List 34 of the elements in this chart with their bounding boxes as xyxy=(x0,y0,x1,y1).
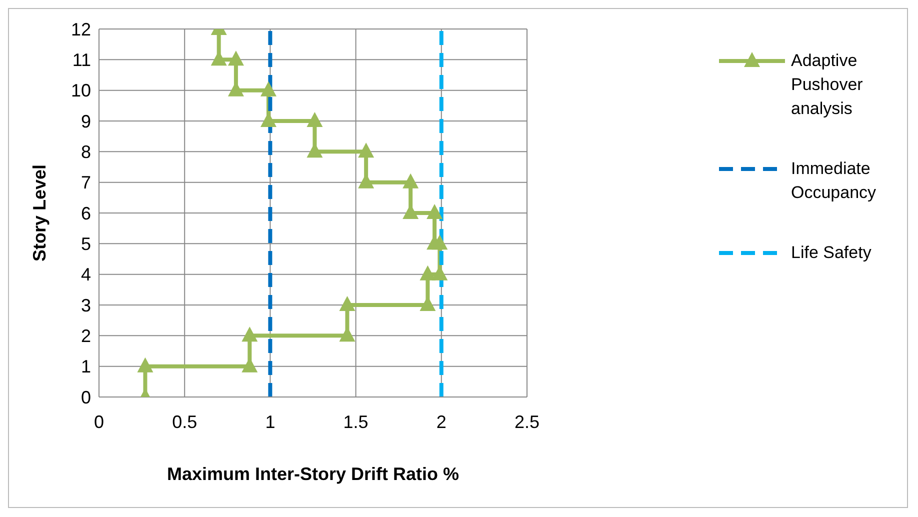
point xyxy=(426,204,443,219)
point xyxy=(242,326,258,342)
y-tick-label: 8 xyxy=(80,142,91,162)
x-tick-label: 0 xyxy=(94,412,104,432)
y-tick-label: 5 xyxy=(80,234,91,254)
y-tick-label: 4 xyxy=(80,264,91,285)
x-tick-label: 2 xyxy=(436,412,446,432)
x-tick-label: 0.5 xyxy=(172,412,198,432)
y-tick-label: 12 xyxy=(70,19,91,40)
y-tick-label: 6 xyxy=(80,203,91,224)
point xyxy=(228,50,244,66)
x-axis-title: Maximum Inter-Story Drift Ratio % xyxy=(166,464,460,484)
point xyxy=(420,265,436,280)
y-tick-label: 9 xyxy=(80,111,91,132)
legend-label: Adaptive Pushover analysis xyxy=(791,50,864,120)
point xyxy=(402,173,419,188)
point xyxy=(339,296,356,311)
y-axis-title: Story Level xyxy=(29,164,50,262)
y-tick-label: 0 xyxy=(80,387,91,408)
y-tick-label: 7 xyxy=(80,172,91,193)
y-tick-label: 1 xyxy=(80,356,91,377)
x-tick-label: 1.5 xyxy=(343,412,368,432)
legend-label: Life Safety xyxy=(791,242,872,264)
x-tick-label: 1 xyxy=(265,412,276,432)
point xyxy=(358,142,374,158)
y-tick-label: 10 xyxy=(70,80,91,101)
point xyxy=(260,81,276,96)
y-tick-label: 11 xyxy=(72,50,91,70)
x-tick-label: 2.5 xyxy=(514,412,540,432)
point xyxy=(306,112,323,127)
y-tick-label: 2 xyxy=(80,326,91,346)
legend-label: Immediate Occupancy xyxy=(791,158,878,204)
point xyxy=(137,357,154,372)
y-tick-label: 3 xyxy=(80,295,91,316)
